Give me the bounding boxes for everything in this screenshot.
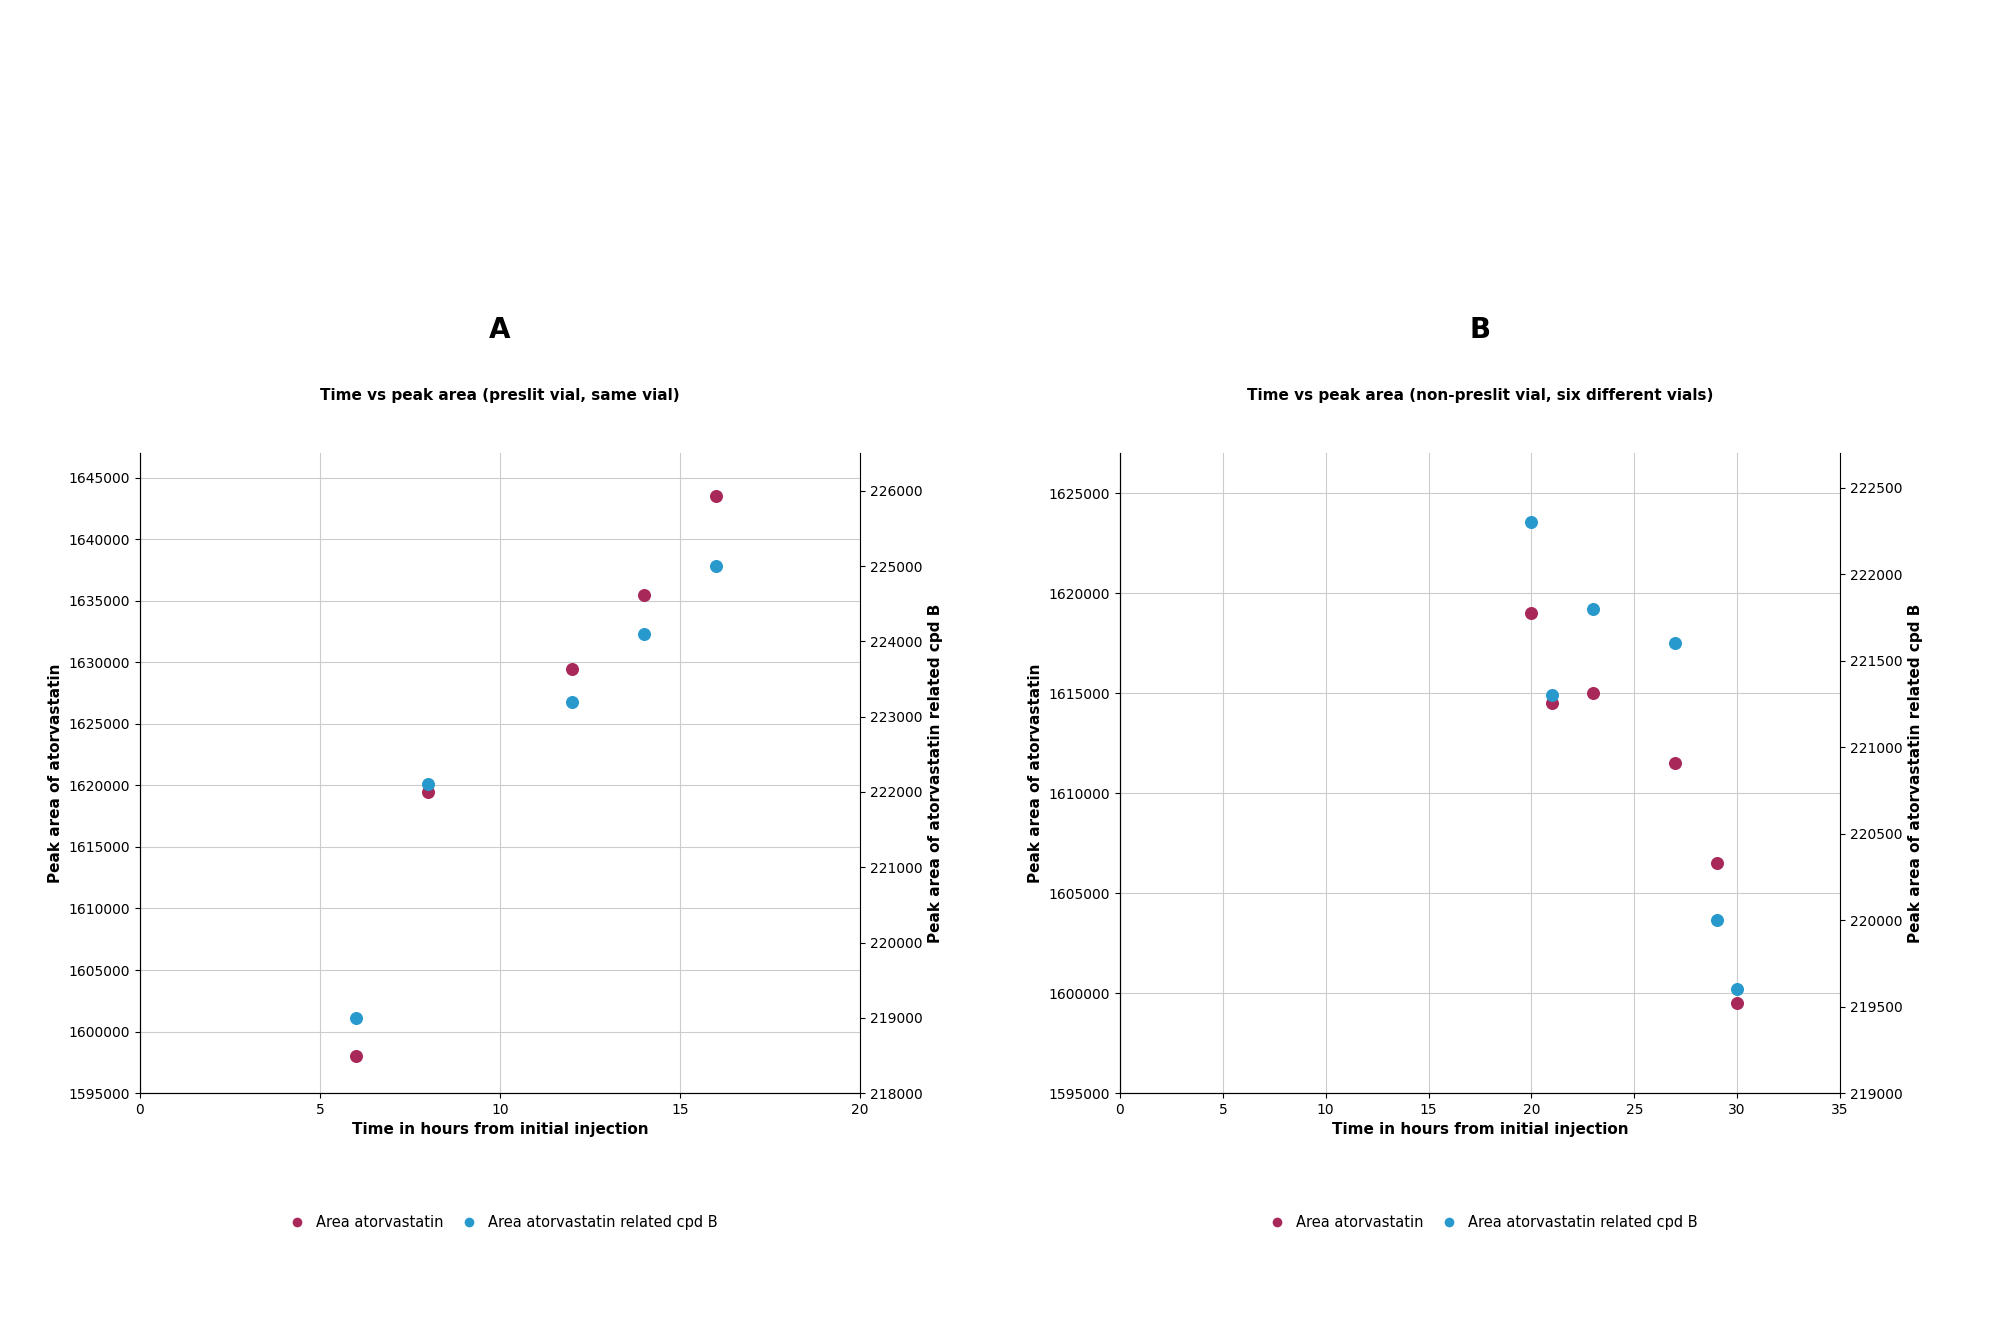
Point bbox=[1700, 852, 1732, 873]
Point bbox=[1660, 752, 1692, 773]
Text: A: A bbox=[490, 316, 510, 344]
Point bbox=[1700, 909, 1732, 930]
Point bbox=[1536, 685, 1568, 706]
Point bbox=[340, 1045, 372, 1066]
Point bbox=[1722, 992, 1754, 1013]
Point bbox=[628, 624, 660, 645]
Title: Time vs peak area (non-preslit vial, six different vials): Time vs peak area (non-preslit vial, six… bbox=[1246, 388, 1714, 404]
Text: B: B bbox=[1470, 316, 1490, 344]
Point bbox=[1536, 692, 1568, 713]
Point bbox=[628, 584, 660, 605]
Point bbox=[412, 781, 444, 802]
Y-axis label: Peak area of atorvastatin: Peak area of atorvastatin bbox=[48, 664, 64, 882]
Y-axis label: Peak area of atorvastatin related cpd B: Peak area of atorvastatin related cpd B bbox=[1908, 604, 1924, 942]
Y-axis label: Peak area of atorvastatin: Peak area of atorvastatin bbox=[1028, 664, 1044, 882]
Point bbox=[556, 690, 588, 712]
Point bbox=[1516, 603, 1548, 624]
Point bbox=[1516, 512, 1548, 533]
Point bbox=[340, 1008, 372, 1029]
Point bbox=[700, 556, 732, 577]
Point bbox=[1660, 633, 1692, 655]
Point bbox=[1578, 599, 1610, 620]
Point bbox=[556, 659, 588, 680]
Point bbox=[1722, 978, 1754, 1000]
Point bbox=[700, 485, 732, 507]
Title: Time vs peak area (preslit vial, same vial): Time vs peak area (preslit vial, same vi… bbox=[320, 388, 680, 404]
Point bbox=[1578, 682, 1610, 704]
X-axis label: Time in hours from initial injection: Time in hours from initial injection bbox=[352, 1122, 648, 1137]
Point bbox=[412, 773, 444, 794]
Legend: Area atorvastatin, Area atorvastatin related cpd B: Area atorvastatin, Area atorvastatin rel… bbox=[276, 1209, 724, 1236]
X-axis label: Time in hours from initial injection: Time in hours from initial injection bbox=[1332, 1122, 1628, 1137]
Y-axis label: Peak area of atorvastatin related cpd B: Peak area of atorvastatin related cpd B bbox=[928, 604, 944, 942]
Legend: Area atorvastatin, Area atorvastatin related cpd B: Area atorvastatin, Area atorvastatin rel… bbox=[1256, 1209, 1704, 1236]
